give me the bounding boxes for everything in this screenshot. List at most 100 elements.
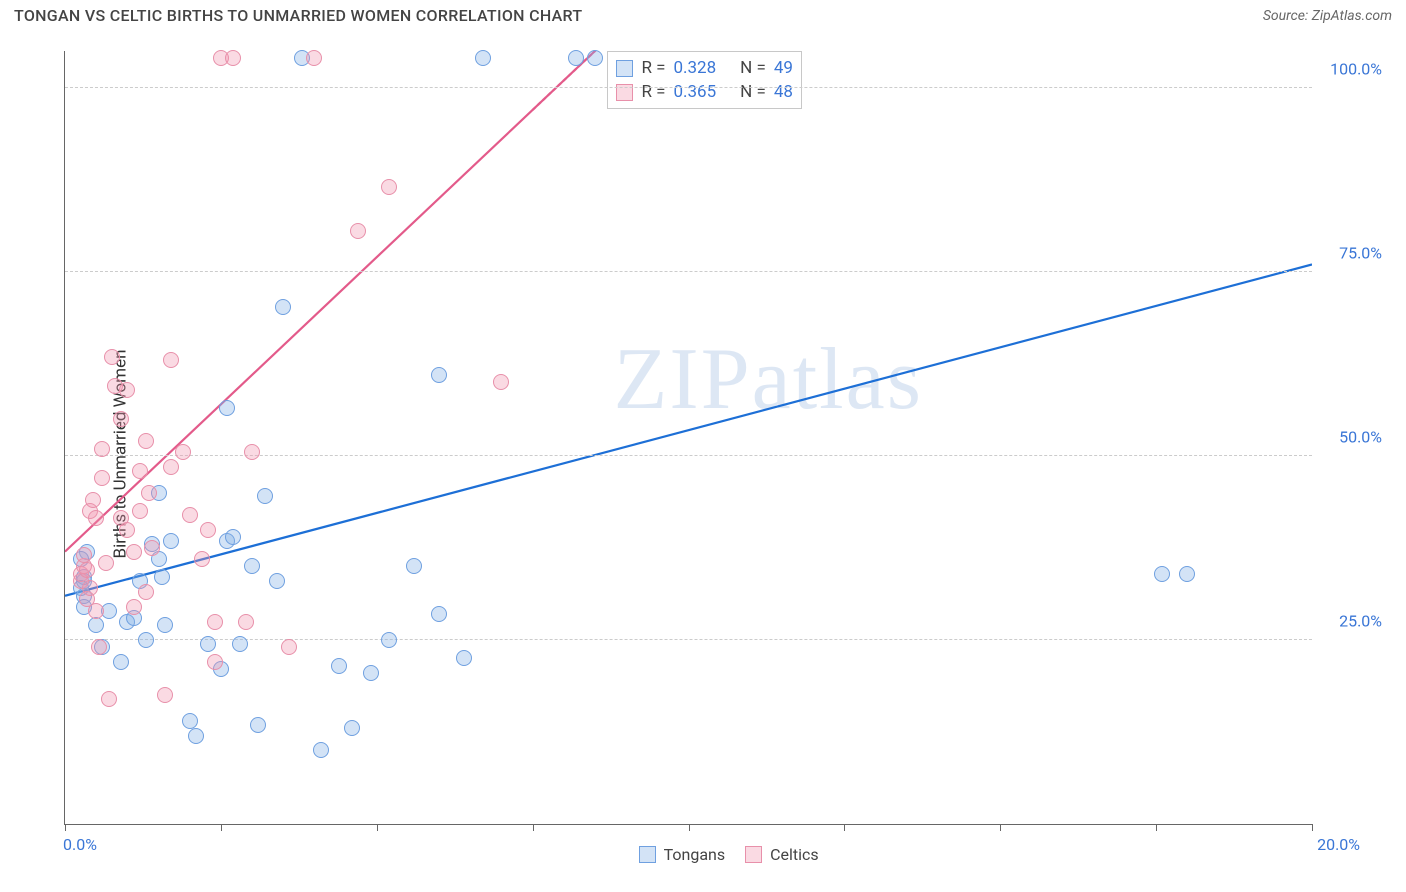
scatter-point-pink — [82, 580, 98, 596]
x-tick — [844, 824, 845, 831]
scatter-point-pink — [175, 444, 191, 460]
stats-box: R =0.328N =49R =0.365N =48 — [607, 51, 802, 109]
scatter-point-pink — [281, 639, 297, 655]
gridline-h — [65, 271, 1312, 272]
scatter-point-pink — [182, 507, 198, 523]
scatter-point-pink — [493, 374, 509, 390]
x-tick-label: 20.0% — [1317, 835, 1360, 854]
x-tick — [1156, 824, 1157, 831]
trend-lines — [65, 51, 1312, 824]
source-label: Source: ZipAtlas.com — [1263, 8, 1392, 24]
scatter-point-pink — [94, 441, 110, 457]
scatter-point-blue — [381, 632, 397, 648]
y-tick-label: 25.0% — [1339, 611, 1382, 630]
scatter-point-blue — [456, 650, 472, 666]
x-tick — [65, 824, 66, 831]
stats-row: R =0.328N =49 — [616, 56, 793, 80]
scatter-point-blue — [331, 658, 347, 674]
scatter-point-pink — [163, 459, 179, 475]
scatter-point-blue — [1179, 566, 1195, 582]
scatter-point-pink — [119, 382, 135, 398]
scatter-point-pink — [126, 599, 142, 615]
x-tick — [1000, 824, 1001, 831]
chart-container: Births to Unmarried Women ZIPatlas R =0.… — [10, 29, 1392, 879]
scatter-point-pink — [138, 433, 154, 449]
scatter-point-pink — [157, 687, 173, 703]
scatter-point-pink — [94, 470, 110, 486]
scatter-point-blue — [257, 488, 273, 504]
scatter-point-blue — [344, 720, 360, 736]
scatter-point-blue — [269, 573, 285, 589]
scatter-point-blue — [406, 558, 422, 574]
swatch-pink — [745, 846, 762, 863]
x-tick — [221, 824, 222, 831]
scatter-point-blue — [363, 665, 379, 681]
y-tick-label: 50.0% — [1339, 427, 1382, 446]
scatter-point-blue — [157, 617, 173, 633]
scatter-point-blue — [200, 636, 216, 652]
scatter-point-blue — [138, 632, 154, 648]
scatter-point-pink — [85, 492, 101, 508]
plot-area: ZIPatlas R =0.328N =49R =0.365N =48 Tong… — [64, 51, 1312, 825]
scatter-point-pink — [76, 547, 92, 563]
x-tick-label: 0.0% — [63, 835, 97, 854]
scatter-point-blue — [232, 636, 248, 652]
scatter-point-pink — [91, 639, 107, 655]
scatter-point-pink — [244, 444, 260, 460]
scatter-point-blue — [568, 50, 584, 66]
scatter-point-pink — [126, 544, 142, 560]
legend-item-blue: Tongans — [639, 845, 726, 864]
legend-label: Tongans — [664, 845, 726, 864]
scatter-point-pink — [101, 691, 117, 707]
scatter-point-pink — [113, 411, 129, 427]
scatter-point-pink — [132, 463, 148, 479]
scatter-point-pink — [132, 503, 148, 519]
scatter-point-blue — [431, 367, 447, 383]
scatter-point-blue — [219, 400, 235, 416]
scatter-point-pink — [104, 349, 120, 365]
scatter-point-pink — [138, 584, 154, 600]
watermark: ZIPatlas — [614, 329, 923, 430]
scatter-point-pink — [238, 614, 254, 630]
scatter-point-blue — [182, 713, 198, 729]
scatter-point-blue — [244, 558, 260, 574]
scatter-point-pink — [79, 562, 95, 578]
scatter-point-pink — [207, 654, 223, 670]
scatter-point-pink — [200, 522, 216, 538]
scatter-point-pink — [306, 50, 322, 66]
x-tick — [689, 824, 690, 831]
scatter-point-blue — [313, 742, 329, 758]
scatter-point-pink — [141, 485, 157, 501]
gridline-h — [65, 87, 1312, 88]
scatter-point-blue — [587, 50, 603, 66]
scatter-point-blue — [250, 717, 266, 733]
swatch-blue — [639, 846, 656, 863]
gridline-h — [65, 639, 1312, 640]
stats-row: R =0.365N =48 — [616, 80, 793, 104]
scatter-point-pink — [163, 352, 179, 368]
legend-item-pink: Celtics — [745, 845, 819, 864]
scatter-point-blue — [431, 606, 447, 622]
scatter-point-blue — [475, 50, 491, 66]
scatter-point-pink — [88, 510, 104, 526]
swatch-blue — [616, 60, 633, 77]
scatter-point-blue — [225, 529, 241, 545]
x-tick — [533, 824, 534, 831]
y-tick-label: 100.0% — [1330, 59, 1382, 78]
scatter-point-blue — [163, 533, 179, 549]
scatter-point-pink — [350, 223, 366, 239]
scatter-point-blue — [1154, 566, 1170, 582]
scatter-point-blue — [154, 569, 170, 585]
scatter-point-pink — [225, 50, 241, 66]
scatter-point-blue — [88, 617, 104, 633]
x-tick — [1312, 824, 1313, 831]
scatter-point-pink — [207, 614, 223, 630]
scatter-point-pink — [194, 551, 210, 567]
y-tick-label: 75.0% — [1339, 243, 1382, 262]
legend-label: Celtics — [770, 845, 819, 864]
scatter-point-pink — [98, 555, 114, 571]
scatter-point-blue — [188, 728, 204, 744]
scatter-point-pink — [144, 540, 160, 556]
scatter-point-pink — [381, 179, 397, 195]
scatter-point-blue — [275, 299, 291, 315]
